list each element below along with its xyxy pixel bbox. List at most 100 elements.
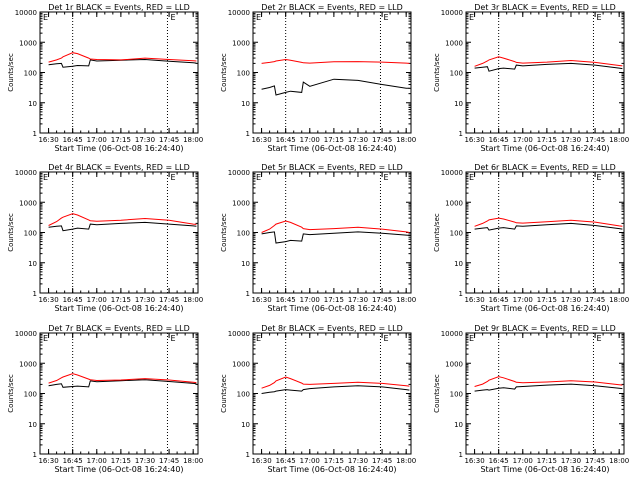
- x-tick-label: 17:45: [159, 457, 179, 465]
- y-tick-label: 10: [28, 421, 37, 429]
- series-line-events: [474, 383, 623, 392]
- plot-frame: [465, 11, 625, 134]
- y-tick-label: 100: [24, 70, 37, 78]
- x-tick-label: 17:15: [324, 136, 344, 144]
- chart-title: Det 7r BLACK = Events, RED = LLD: [48, 324, 190, 333]
- x-tick-label: 17:30: [348, 136, 368, 144]
- y-tick-label: 10: [454, 421, 463, 429]
- y-tick-label: 1000: [445, 360, 463, 368]
- y-tick-label: 1: [459, 290, 463, 298]
- x-tick-label: 16:45: [489, 296, 509, 304]
- y-tick-label: 100: [450, 70, 463, 78]
- y-tick-label: 100: [24, 391, 37, 399]
- y-tick-label: 1: [33, 451, 37, 459]
- plot-frame: [252, 171, 412, 294]
- x-tick-label: 17:15: [111, 296, 131, 304]
- e-marker-label: E: [256, 13, 261, 22]
- panel-3: Det 3r BLACK = Events, RED = LLD 1 10 100 10…: [433, 3, 629, 153]
- x-tick-label: 17:30: [561, 457, 581, 465]
- x-tick-label: 16:30: [464, 457, 484, 465]
- x-axis-label: Start Time (06-Oct-08 16:24:40): [267, 144, 396, 153]
- x-tick-label: 16:30: [38, 296, 58, 304]
- e-marker-label: E: [469, 334, 474, 343]
- y-tick-label: 1: [33, 130, 37, 138]
- x-tick-label: 18:00: [183, 296, 203, 304]
- x-axis-label: Start Time (06-Oct-08 16:24:40): [480, 465, 609, 474]
- x-tick-label: 17:30: [561, 136, 581, 144]
- y-tick-label: 10000: [15, 169, 37, 177]
- series-line-events: [48, 379, 197, 388]
- panel-6: Det 6r BLACK = Events, RED = LLD 1 10 100 10…: [433, 163, 629, 313]
- panel-1: Det 1r BLACK = Events, RED = LLD 1 10 100 10…: [7, 3, 203, 153]
- x-tick-label: 16:30: [251, 457, 271, 465]
- x-tick-label: 16:45: [276, 296, 296, 304]
- x-tick-label: 16:45: [489, 457, 509, 465]
- y-tick-label: 1000: [19, 360, 37, 368]
- series-line-events: [261, 385, 410, 394]
- x-tick-label: 17:45: [585, 457, 605, 465]
- x-tick-label: 17:45: [372, 457, 392, 465]
- y-axis-label: Counts/sec: [7, 53, 15, 92]
- x-tick-label: 17:30: [348, 457, 368, 465]
- y-axis-label: Counts/sec: [7, 374, 15, 413]
- chart-title: Det 3r BLACK = Events, RED = LLD: [474, 3, 616, 12]
- plot-frame: [465, 171, 625, 294]
- e-marker-label: E: [383, 173, 388, 182]
- y-tick-label: 1000: [19, 39, 37, 47]
- y-tick-label: 10000: [228, 169, 250, 177]
- x-tick-label: 16:45: [63, 457, 83, 465]
- y-tick-label: 100: [237, 391, 250, 399]
- panel-7: Det 7r BLACK = Events, RED = LLD 1 10 100 10…: [7, 324, 203, 474]
- y-tick-label: 1000: [19, 199, 37, 207]
- x-tick-label: 16:45: [276, 457, 296, 465]
- y-tick-label: 10000: [441, 330, 463, 338]
- series-line-lld: [48, 52, 197, 63]
- x-tick-label: 17:15: [111, 136, 131, 144]
- e-marker-label: E: [596, 173, 601, 182]
- y-tick-label: 1000: [232, 199, 250, 207]
- y-tick-label: 1: [246, 290, 250, 298]
- y-tick-label: 10000: [228, 330, 250, 338]
- y-tick-label: 100: [237, 70, 250, 78]
- x-tick-label: 17:00: [87, 457, 107, 465]
- x-tick-label: 16:30: [464, 136, 484, 144]
- y-tick-label: 10: [28, 260, 37, 268]
- panel-2: Det 2r BLACK = Events, RED = LLD 1 10 100 10…: [220, 3, 416, 153]
- x-tick-label: 17:30: [135, 457, 155, 465]
- series-line-events: [474, 222, 623, 231]
- e-marker-label: E: [43, 334, 48, 343]
- x-tick-label: 17:00: [87, 136, 107, 144]
- y-tick-label: 10000: [441, 169, 463, 177]
- y-tick-label: 100: [450, 391, 463, 399]
- x-tick-label: 16:45: [63, 296, 83, 304]
- x-tick-label: 17:30: [348, 296, 368, 304]
- x-tick-label: 16:30: [38, 457, 58, 465]
- y-axis-label: Counts/sec: [433, 213, 441, 252]
- e-marker-label: E: [383, 334, 388, 343]
- plot-frame: [39, 11, 199, 134]
- e-marker-label: E: [170, 173, 175, 182]
- x-tick-label: 17:00: [87, 296, 107, 304]
- y-tick-label: 10000: [15, 330, 37, 338]
- x-axis-label: Start Time (06-Oct-08 16:24:40): [267, 304, 396, 313]
- plot-frame: [465, 332, 625, 455]
- series-line-events: [261, 231, 410, 244]
- e-marker-label: E: [596, 334, 601, 343]
- x-tick-label: 17:15: [537, 136, 557, 144]
- x-tick-label: 17:00: [513, 296, 533, 304]
- series-line-lld: [474, 56, 623, 67]
- y-tick-label: 1000: [232, 39, 250, 47]
- x-tick-label: 16:45: [489, 136, 509, 144]
- y-tick-label: 1: [459, 130, 463, 138]
- series-line-lld: [474, 376, 623, 387]
- e-marker-label: E: [43, 173, 48, 182]
- y-axis-label: Counts/sec: [433, 53, 441, 92]
- y-tick-label: 1000: [445, 39, 463, 47]
- e-marker-label: E: [256, 334, 261, 343]
- x-axis-label: Start Time (06-Oct-08 16:24:40): [480, 144, 609, 153]
- x-tick-label: 18:00: [609, 136, 629, 144]
- x-tick-label: 18:00: [183, 136, 203, 144]
- e-marker-label: E: [469, 13, 474, 22]
- plot-frame: [252, 332, 412, 455]
- series-line-lld: [261, 376, 410, 389]
